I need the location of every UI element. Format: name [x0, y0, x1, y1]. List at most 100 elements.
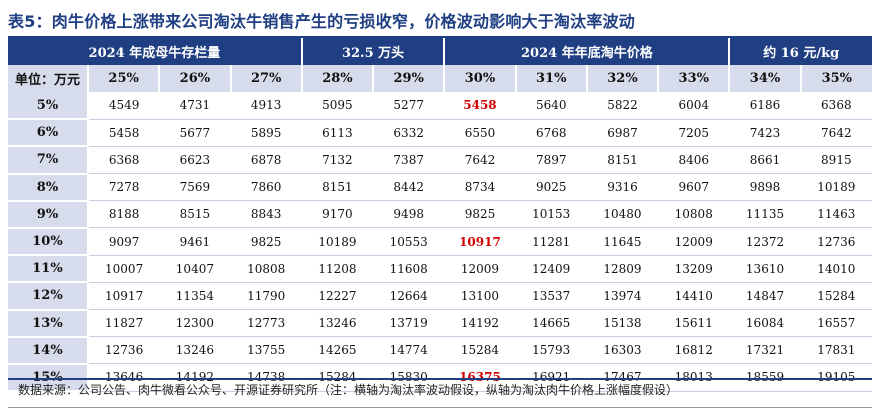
column-header: 29%	[373, 65, 446, 92]
column-header: 30%	[444, 65, 517, 92]
table-cell: 16921	[515, 363, 587, 392]
title-divider	[8, 36, 872, 38]
table-cell: 14192	[159, 363, 231, 392]
table-cell: 10007	[88, 255, 160, 283]
table-cell: 12809	[586, 255, 659, 283]
table-cell: 8734	[444, 173, 516, 202]
column-header: 32%	[586, 65, 660, 92]
column-header: 31%	[515, 65, 588, 92]
table-cell: 6368	[88, 146, 160, 175]
header-group-row: 2024 年成母牛存栏量 32.5 万头 2024 年年底淘牛价格 约 16 元…	[8, 38, 872, 65]
table-cell: 17831	[800, 336, 872, 365]
column-header: 27%	[230, 65, 303, 92]
table-cell: 7569	[159, 173, 231, 202]
table-cell: 14410	[658, 282, 730, 311]
table-cell: 14738	[230, 363, 302, 392]
table-cell: 15830	[373, 363, 445, 392]
table-cell: 12664	[373, 282, 445, 311]
table-row: 15%1364614192147381528415830163751692117…	[8, 363, 872, 393]
row-header: 8%	[8, 173, 89, 202]
row-header: 14%	[8, 336, 89, 365]
table-cell: 9461	[159, 227, 231, 256]
table-row: 11% 10007 10407 10808 11208 11608 12009 12409 12…	[8, 255, 872, 284]
column-header: 35%	[800, 65, 872, 92]
table-cell: 9097	[88, 227, 160, 256]
table-cell: 6186	[729, 92, 801, 120]
table-cell: 5458	[88, 119, 160, 147]
table-cell: 9825	[444, 200, 516, 229]
table-cell: 13246	[159, 336, 231, 365]
table-cell: 12300	[159, 309, 231, 338]
row-header: 9%	[8, 200, 89, 229]
table-cell: 12773	[230, 309, 302, 338]
table-cell: 7205	[658, 119, 730, 147]
highlighted-cell: 10917	[444, 227, 516, 256]
table-cell: 8442	[373, 173, 445, 202]
table-cell: 11827	[88, 309, 160, 338]
table-cell: 11354	[159, 282, 231, 311]
table-cell: 9825	[230, 227, 302, 256]
table-cell: 10808	[230, 255, 302, 283]
table-cell: 13610	[729, 255, 801, 283]
table-cell: 11463	[800, 200, 872, 229]
row-header: 6%	[8, 119, 89, 148]
column-header: 26%	[159, 65, 232, 92]
column-header: 33%	[658, 65, 731, 92]
table-cell: 8661	[729, 146, 801, 175]
header-group-price: 2024 年年底淘牛价格	[444, 38, 731, 65]
table-cell: 10553	[373, 227, 445, 256]
table-cell: 13719	[373, 309, 445, 338]
table-cell: 15284	[800, 282, 872, 311]
table-cell: 7860	[230, 173, 302, 202]
table-cell: 12009	[444, 255, 516, 283]
table-cell: 12736	[88, 336, 160, 365]
table-cell: 14774	[373, 336, 445, 365]
header-group-herd: 2024 年成母牛存栏量	[8, 38, 303, 65]
table-cell: 7642	[444, 146, 516, 175]
table-cell: 12372	[729, 227, 801, 256]
table-cell: 14010	[800, 255, 872, 283]
table-cell: 13537	[515, 282, 587, 311]
table-cell: 4913	[230, 92, 302, 120]
table-cell: 15611	[658, 309, 730, 338]
table-cell: 10189	[800, 173, 872, 202]
table-cell: 14847	[729, 282, 801, 311]
table-cell: 12227	[301, 282, 374, 311]
table-cell: 7132	[301, 146, 374, 175]
table-cell: 8915	[800, 146, 872, 175]
table-cell: 11208	[301, 255, 374, 283]
table-cell: 11281	[515, 227, 587, 256]
highlighted-cell: 5458	[444, 92, 516, 120]
table-cell: 11608	[373, 255, 445, 283]
table-cell: 5822	[586, 92, 659, 120]
table-row: 8% 7278 7569 7860 8151 8442 8734 9025 9316 9607 98…	[8, 173, 872, 202]
source-note: 数据来源：公司公告、肉牛微看公众号、开源证券研究所（注：横轴为淘汰率波动假设，纵…	[18, 383, 679, 397]
table-cell: 7642	[800, 119, 872, 147]
table-cell: 10153	[515, 200, 587, 229]
table-cell: 13246	[301, 309, 374, 338]
table-cell: 13755	[230, 336, 302, 365]
table-cell: 16303	[586, 336, 659, 365]
table-cell: 5895	[230, 119, 302, 147]
table-cell: 14265	[301, 336, 374, 365]
table-cell: 17321	[729, 336, 801, 365]
table-cell: 10808	[658, 200, 730, 229]
table-cell: 13974	[586, 282, 659, 311]
table-cell: 12009	[658, 227, 730, 256]
table-cell: 5277	[373, 92, 445, 120]
row-header: 11%	[8, 255, 89, 284]
table-cell: 10480	[586, 200, 659, 229]
row-header: 13%	[8, 309, 89, 338]
table-cell: 11135	[729, 200, 801, 229]
table-cell: 9170	[301, 200, 374, 229]
row-header: 7%	[8, 146, 89, 175]
table-cell: 14192	[444, 309, 516, 338]
table-cell: 7387	[373, 146, 445, 175]
table-cell: 9898	[729, 173, 801, 202]
column-header-row: 单位：万元 25% 26% 27% 28% 29% 30% 31% 32% 33…	[8, 65, 872, 92]
table-cell: 17467	[586, 363, 659, 392]
table-cell: 8843	[230, 200, 302, 229]
table-cell: 6550	[444, 119, 516, 147]
table-cell: 14665	[515, 309, 587, 338]
table-cell: 16557	[800, 309, 872, 338]
